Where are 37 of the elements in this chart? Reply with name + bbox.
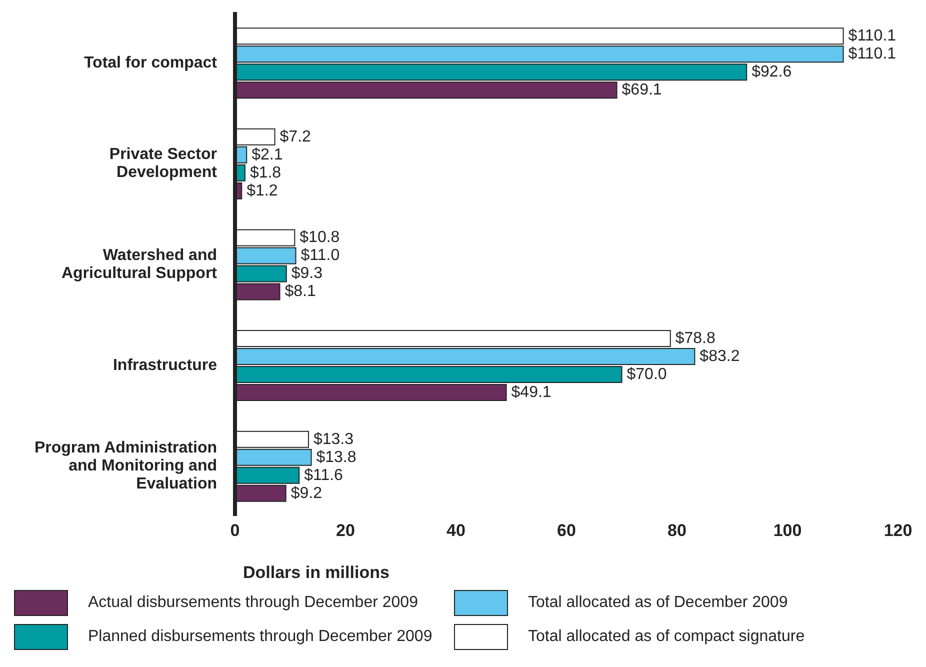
x-axis-title: Dollars in millions	[243, 563, 390, 582]
x-tick-label: 40	[446, 521, 466, 540]
x-tick-label: 100	[773, 521, 802, 540]
x-tick-label: 20	[336, 521, 355, 540]
data-label: $13.3	[313, 430, 354, 448]
data-label: $110.1	[848, 28, 896, 45]
data-label: $110.1	[848, 46, 896, 63]
data-label: $8.1	[284, 283, 316, 300]
data-label: $1.8	[250, 164, 282, 182]
data-label: $11.6	[304, 466, 344, 484]
x-tick-label: 0	[230, 521, 240, 540]
y-tick-label: Private Sector Development	[109, 146, 218, 181]
legend-label: Planned disbursements through December 2009	[88, 628, 432, 646]
y-tick-label: Infrastructure	[112, 356, 218, 374]
legend-label: Actual disbursements through December 2009	[88, 594, 418, 612]
data-label: $92.6	[752, 64, 792, 81]
legend-label: Total allocated as of compact signature	[528, 628, 805, 646]
y-tick-label: Program Administration and Monitoring and Evaluation	[34, 439, 217, 492]
x-tick-label: 60	[557, 521, 576, 540]
data-label: $13.8	[316, 448, 356, 466]
data-label: $2.1	[252, 146, 283, 164]
data-label: $83.2	[700, 348, 740, 366]
data-label: $49.1	[511, 384, 552, 402]
data-label: $9.2	[290, 484, 322, 502]
y-tick-label: Total for compact	[84, 54, 218, 71]
data-label: $1.2	[246, 182, 278, 200]
x-tick-label: 120	[884, 521, 912, 540]
legend-label: Total allocated as of December 2009	[528, 594, 788, 612]
x-tick-label: 80	[668, 521, 686, 540]
y-tick-label: Watershed and Agricultural Support	[61, 246, 218, 282]
data-label: $69.1	[622, 82, 662, 99]
data-label: $10.8	[300, 229, 340, 246]
data-label: $11.0	[300, 247, 340, 264]
data-label: $7.2	[280, 128, 312, 146]
data-label: $9.3	[291, 265, 323, 282]
data-label: $70.0	[626, 366, 667, 384]
data-label: $78.8	[675, 330, 716, 348]
